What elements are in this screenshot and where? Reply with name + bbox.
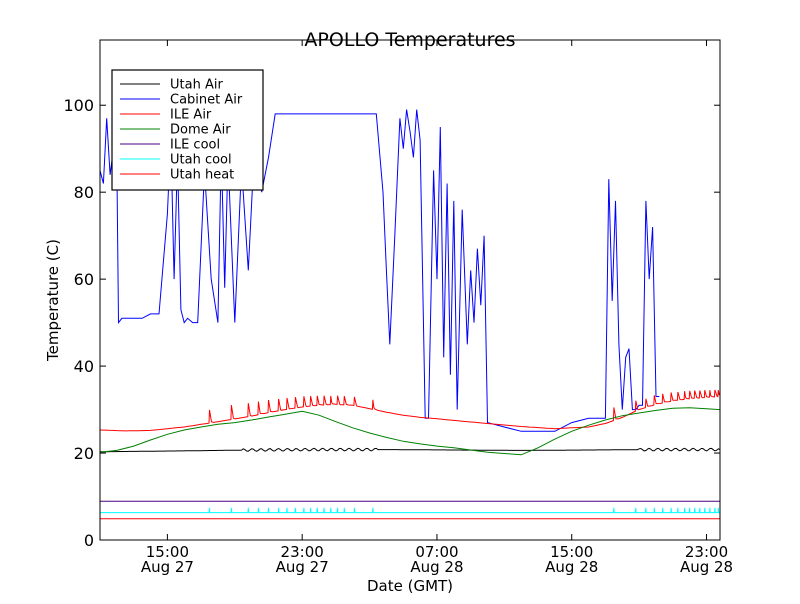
x-axis-label: Date (GMT) <box>367 577 453 595</box>
legend-label-utah-cool: Utah cool <box>170 153 232 168</box>
legend-label-utah-air: Utah Air <box>170 78 223 93</box>
x-tick-label-date: Aug 27 <box>141 558 194 576</box>
y-axis-label: Temperature (C) <box>44 239 62 362</box>
x-tick-label-date: Aug 28 <box>680 558 733 576</box>
axes-frame <box>99 39 721 541</box>
legend-label-utah-heat: Utah heat <box>170 168 234 183</box>
series-line-ile-air <box>100 389 720 432</box>
series-line-utah-air <box>100 447 720 453</box>
x-tick-label-date: Aug 27 <box>276 558 329 576</box>
x-tick-label-time: 15:00 <box>146 543 189 561</box>
y-tick-label: 100 <box>63 96 94 115</box>
legend-box <box>111 69 264 191</box>
legend-label-dome-air: Dome Air <box>170 123 231 138</box>
y-tick-label: 80 <box>74 183 94 202</box>
legend-label-cabinet-air: Cabinet Air <box>170 93 243 108</box>
y-tick-label: 20 <box>74 444 94 463</box>
x-tick-label-date: Aug 28 <box>545 558 598 576</box>
x-tick-label-time: 15:00 <box>550 543 593 561</box>
x-tick-label-time: 23:00 <box>281 543 324 561</box>
x-tick-label-date: Aug 28 <box>410 558 463 576</box>
series-line-dome-air <box>100 407 720 456</box>
y-tick-label: 60 <box>74 270 94 289</box>
y-tick-label: 40 <box>74 357 94 376</box>
y-tick-label: 0 <box>84 531 94 550</box>
x-tick-label-time: 23:00 <box>685 543 728 561</box>
legend-label-ile-cool: ILE cool <box>170 138 220 153</box>
series-line-utah-cool <box>100 507 720 514</box>
chart-title: APOLLO Temperatures <box>304 29 515 51</box>
series-layer <box>100 109 720 520</box>
x-tick-label-time: 07:00 <box>415 543 458 561</box>
legend-label-ile-air: ILE Air <box>170 108 212 123</box>
